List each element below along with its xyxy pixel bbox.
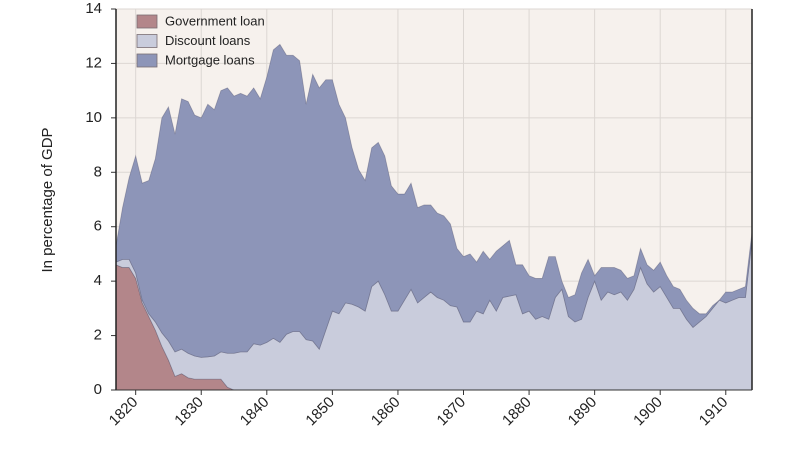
x-tick-label: 1850 <box>302 394 338 430</box>
x-tick-label: 1860 <box>368 394 404 430</box>
legend-label: Mortgage loans <box>165 52 255 67</box>
legend-swatch <box>136 53 158 68</box>
x-tick-label: 1870 <box>434 394 470 430</box>
y-tick-label: 0 <box>94 381 102 398</box>
y-tick-label: 10 <box>85 109 102 126</box>
y-tick-label: 8 <box>94 163 102 180</box>
x-tick-label: 1900 <box>630 394 666 430</box>
y-tick-label: 4 <box>94 272 102 289</box>
y-tick-label: 6 <box>94 218 102 235</box>
x-tick-label: 1840 <box>237 394 273 430</box>
legend-label: Government loan <box>165 13 265 28</box>
y-tick-label: 12 <box>85 54 102 71</box>
x-tick-label: 1910 <box>696 394 732 430</box>
legend-label: Discount loans <box>165 33 251 48</box>
legend-swatch <box>136 34 158 48</box>
legend-swatch <box>136 14 158 29</box>
y-tick-label: 14 <box>85 0 102 17</box>
y-tick-label: 2 <box>94 327 102 344</box>
x-tick-label: 1890 <box>565 394 601 430</box>
y-axis-label: In percentage of GDP <box>39 127 56 272</box>
x-tick-label: 1880 <box>499 394 535 430</box>
x-tick-label: 1820 <box>106 394 142 430</box>
x-tick-label: 1830 <box>171 394 207 430</box>
